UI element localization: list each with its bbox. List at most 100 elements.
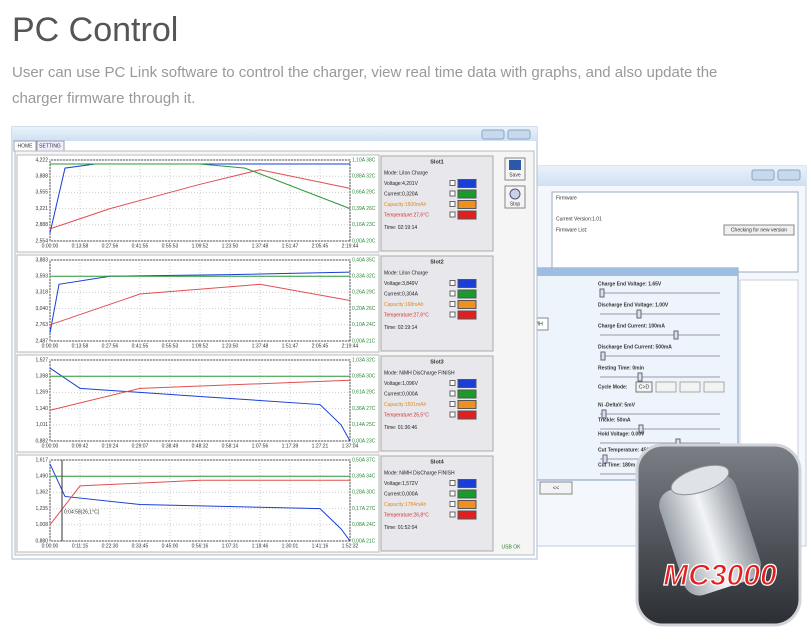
y-tick-label: 1,362 [35,490,48,496]
y2-tick-label: 0,40A 35C [352,257,376,263]
y-tick-label: 1,490 [35,474,48,480]
check-button[interactable] [723,224,795,236]
y2-tick-label: 0,36A 27C [352,406,376,412]
x-tick-label: 1:51:47 [282,243,299,249]
window-button[interactable] [751,169,775,181]
color-swatch [457,279,477,288]
slider-thumb[interactable] [638,424,644,434]
checkbox[interactable] [449,390,456,397]
x-tick-label: 0:55:53 [162,343,179,349]
x-tick-label: 0:55:53 [162,243,179,249]
checkbox[interactable] [449,301,456,307]
slot-info-line: Voltage:1,096V [384,381,419,387]
y-tick-label: 0,880 [35,538,48,544]
x-tick-label: 1:23:50 [222,343,239,349]
setting-label: Resting Time: 0min [598,365,644,371]
window-button[interactable] [481,129,505,140]
checkbox[interactable] [449,401,456,407]
checkbox[interactable] [449,511,456,518]
checkbox[interactable] [449,201,456,207]
color-swatch [457,300,477,309]
slot-title: Slot3 [430,359,443,365]
cycle-button[interactable] [679,381,701,393]
logo-text: MC3000 [663,559,777,592]
slot-info-line: Capacity:168mAh [384,302,424,308]
save-label: Save [509,172,521,178]
x-tick-label: 0:11:15 [72,543,89,549]
slot-info-line: Voltage:3,849V [384,281,419,287]
y-tick-label: 1,008 [35,522,48,528]
slot-info-line: Current:0,000A [384,391,419,397]
setting-label: Charge End Current: 100mA [598,323,665,329]
curve [49,169,351,230]
description-line: User can use PC Link software to control… [12,64,717,81]
checkbox[interactable] [449,480,456,486]
cycle-button[interactable] [655,381,677,393]
checkbox[interactable] [449,311,456,318]
checkbox[interactable] [449,411,456,418]
setting-label: Cut Temperature: 45C [598,447,650,453]
x-tick-label: 0:38:49 [162,443,179,449]
y-tick-label: 2,487 [35,338,48,344]
back-button[interactable] [539,481,573,495]
window-button[interactable] [507,129,531,140]
setting-label: Cycle Mode: [598,384,628,390]
checkbox[interactable] [449,380,456,386]
slider-thumb[interactable] [602,454,608,464]
y2-tick-label: 0,39A 26C [352,206,376,212]
y2-tick-label: 0,88A 32C [352,174,376,180]
slider-thumb[interactable] [673,330,679,340]
slider-thumb[interactable] [600,351,606,361]
setting-label: Discharge End Current: 500mA [598,344,672,350]
y2-tick-label: 0,00A 20C [352,238,376,244]
x-tick-label: 2:19:44 [342,343,359,349]
x-tick-label: 0:13:58 [72,243,89,249]
x-tick-label: 1:09:52 [192,243,209,249]
checkbox[interactable] [449,490,456,497]
color-swatch [457,410,477,420]
y2-tick-label: 0,33A 32C [352,274,376,280]
x-tick-label: 0:00:00 [42,543,59,549]
y-tick-label: 0,882 [35,438,48,444]
slot-info-line: Current:0,000A [384,491,419,497]
y2-tick-label: 0,50A 37C [352,457,376,463]
x-tick-label: 1:17:39 [282,443,299,449]
y-tick-label: 1,140 [35,406,48,412]
firmware-list-label: Firmware List: [556,227,587,233]
checkbox[interactable] [449,501,456,507]
x-tick-label: 0:00:00 [42,243,59,249]
cycle-button[interactable] [703,381,725,393]
checkbox[interactable] [449,290,456,297]
checkbox[interactable] [449,180,456,186]
cycle-button-label: C>D [639,384,650,390]
slider-thumb[interactable] [599,288,605,298]
x-tick-label: 1:18:46 [252,543,269,549]
y2-tick-label: 1,03A 32C [352,357,376,363]
y2-tick-label: 0,14A 25C [352,422,376,428]
window-button[interactable] [777,169,801,181]
x-tick-label: 1:51:47 [282,343,299,349]
checkbox[interactable] [449,211,456,218]
slider-thumb[interactable] [636,309,642,319]
y-tick-label: 4,222 [35,157,48,163]
x-tick-label: 0:13:58 [72,343,89,349]
x-tick-label: 1:52:32 [342,543,359,549]
slider-thumb[interactable] [637,372,643,382]
slot-info-line: Mode: LiIon Charge [384,270,428,276]
cycle-button[interactable] [635,381,653,393]
checkbox[interactable] [449,190,456,197]
slider-thumb[interactable] [601,409,607,419]
x-tick-label: 1:37:48 [252,243,269,249]
color-swatch [457,210,477,220]
y2-tick-label: 0,17A 27C [352,506,376,512]
slot-info-line: Time: 01:52:04 [384,525,417,531]
stop-label: Stop [510,201,521,207]
x-tick-label: 2:05:45 [312,243,329,249]
x-tick-label: 1:37:04 [342,443,359,449]
checkbox[interactable] [449,280,456,286]
y2-tick-label: 0,00A 21C [352,338,376,344]
setting-label: Charge End Voltage: 1.65V [598,281,662,287]
slot-info-line: Capacity:1500mAh [384,202,426,208]
y2-tick-label: 1,10A 38C [352,157,376,163]
slot-info-line: Temperature:26,5°C [384,412,429,418]
